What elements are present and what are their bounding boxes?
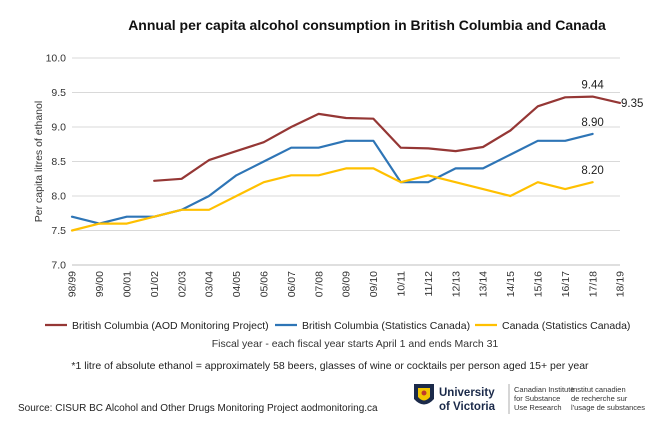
institute-fr-3: l'usage de substances xyxy=(571,403,645,412)
institute-fr-2: de recherche sur xyxy=(571,394,628,403)
x-tick-label: 08/09 xyxy=(341,271,353,297)
x-tick-label: 02/03 xyxy=(176,271,188,297)
uvic-crest-icon xyxy=(414,384,434,405)
y-tick-label: 8.5 xyxy=(51,156,66,168)
x-tick-label: 18/19 xyxy=(615,271,627,297)
x-tick-label: 15/16 xyxy=(532,271,544,297)
x-tick-label: 06/07 xyxy=(286,271,298,297)
data-label: 8.90 xyxy=(581,117,603,129)
x-tick-label: 17/18 xyxy=(587,271,599,297)
institute-en-1: Canadian Institute xyxy=(514,385,574,394)
legend-label: Canada (Statistics Canada) xyxy=(502,320,630,332)
x-tick-label: 11/12 xyxy=(423,271,435,297)
x-tick-label: 00/01 xyxy=(121,271,133,297)
series-line-1 xyxy=(70,132,594,225)
x-tick-label: 09/10 xyxy=(368,271,380,297)
legend: British Columbia (AOD Monitoring Project… xyxy=(45,320,630,332)
y-axis-label: Per capita litres of ethanol xyxy=(33,101,45,222)
footnote: *1 litre of absolute ethanol = approxima… xyxy=(71,360,589,372)
x-axis-label: Fiscal year - each fiscal year starts Ap… xyxy=(212,338,499,350)
x-tick-label: 10/11 xyxy=(395,271,407,297)
x-tick-label: 03/04 xyxy=(204,271,216,297)
x-tick-label: 98/99 xyxy=(67,271,79,297)
institute-en-3: Use Research xyxy=(514,403,562,412)
uvic-logo: University of Victoria Canadian Institut… xyxy=(414,384,645,414)
y-tick-label: 7.0 xyxy=(51,260,66,272)
data-label: 8.20 xyxy=(581,165,603,177)
chart-title: Annual per capita alcohol consumption in… xyxy=(128,17,606,33)
y-tick-label: 8.0 xyxy=(51,191,66,203)
series-line-2 xyxy=(70,167,594,232)
institute-en-2: for Substance xyxy=(514,394,560,403)
uvic-name-line1: University xyxy=(439,387,495,399)
series-lines xyxy=(70,95,622,232)
x-tick-label: 07/08 xyxy=(313,271,325,297)
data-labels: 9.44 9.35 8.90 8.20 xyxy=(581,80,643,178)
x-tick-label: 05/06 xyxy=(258,271,270,297)
y-tick-label: 9.0 xyxy=(51,122,66,134)
x-tick-label: 01/02 xyxy=(149,271,161,297)
x-tick-label: 13/14 xyxy=(478,271,490,297)
grid xyxy=(72,57,620,266)
series-line-0 xyxy=(153,95,622,182)
axes: 7.0 7.5 8.0 8.5 9.0 9.5 10.0 98/99 99/00 00/01 01/… xyxy=(46,53,627,298)
legend-label: British Columbia (Statistics Canada) xyxy=(302,320,470,332)
x-tick-label: 99/00 xyxy=(94,271,106,297)
y-tick-label: 7.5 xyxy=(51,225,66,237)
y-tick-label: 10.0 xyxy=(46,53,67,65)
y-tick-label: 9.5 xyxy=(51,87,66,99)
source-credit: Source: CISUR BC Alcohol and Other Drugs… xyxy=(18,403,378,414)
x-tick-label: 04/05 xyxy=(231,271,243,297)
data-label: 9.35 xyxy=(621,98,643,110)
x-tick-label: 14/15 xyxy=(505,271,517,297)
x-tick-label: 16/17 xyxy=(560,271,572,297)
uvic-name-line2: of Victoria xyxy=(439,401,496,413)
legend-label: British Columbia (AOD Monitoring Project… xyxy=(72,320,269,332)
data-label: 9.44 xyxy=(581,80,604,92)
x-tick-label: 12/13 xyxy=(450,271,462,297)
institute-fr-1: Institut canadien xyxy=(571,385,626,394)
